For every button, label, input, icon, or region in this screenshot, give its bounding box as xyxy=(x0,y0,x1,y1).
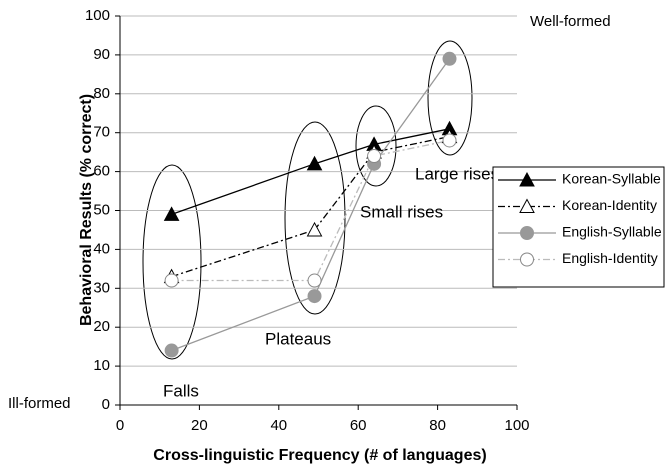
marker xyxy=(306,155,323,171)
legend-label: English-Identity xyxy=(562,250,658,266)
annotation: Ill-formed xyxy=(8,395,71,412)
series-line xyxy=(171,128,450,216)
y-tick-label: 80 xyxy=(93,85,110,102)
y-tick-label: 60 xyxy=(93,163,110,180)
x-tick-label: 0 xyxy=(116,417,124,434)
y-tick-label: 0 xyxy=(102,396,110,413)
marker xyxy=(307,289,322,304)
x-tick-label: 40 xyxy=(270,417,287,434)
y-tick-label: 100 xyxy=(85,7,110,24)
marker xyxy=(442,133,457,148)
x-tick-label: 100 xyxy=(504,417,529,434)
annotation: Large rises xyxy=(415,164,499,183)
marker xyxy=(367,149,382,164)
y-tick-label: 10 xyxy=(93,357,110,374)
x-tick-label: 80 xyxy=(429,417,446,434)
series-line xyxy=(171,135,450,278)
legend-label: Korean-Identity xyxy=(562,197,657,213)
marker xyxy=(307,273,322,288)
annotation: Plateaus xyxy=(265,329,331,348)
x-axis-title: Cross-linguistic Frequency (# of languag… xyxy=(153,447,486,464)
y-tick-label: 70 xyxy=(93,124,110,141)
legend-marker xyxy=(519,171,535,187)
legend-label: English-Syllable xyxy=(562,224,662,240)
marker xyxy=(164,343,179,358)
marker xyxy=(163,206,180,221)
x-tick-label: 60 xyxy=(350,417,367,434)
y-tick-label: 30 xyxy=(93,279,110,296)
y-tick-label: 40 xyxy=(93,240,110,257)
legend-marker xyxy=(520,252,534,267)
annotation: Small rises xyxy=(360,202,443,221)
legend-marker xyxy=(520,226,534,240)
legend-box xyxy=(492,166,665,288)
marker xyxy=(164,273,179,288)
group-ellipse xyxy=(427,40,473,156)
series-line xyxy=(171,139,450,282)
group-ellipse xyxy=(355,105,397,187)
annotation: Falls xyxy=(163,381,199,400)
legend-label: Korean-Syllable xyxy=(562,171,661,187)
marker xyxy=(442,51,457,66)
y-tick-label: 20 xyxy=(93,318,110,335)
legend: Korean-Syllable Korean-Identity English-Sy… xyxy=(492,166,665,288)
annotation: Well-formed xyxy=(530,13,611,30)
x-tick-label: 20 xyxy=(191,417,208,434)
y-axis-title: Behavioral Results (% correct) xyxy=(78,94,95,326)
series-line xyxy=(171,58,451,352)
legend-marker xyxy=(519,198,535,213)
group-ellipse xyxy=(142,164,202,360)
y-tick-label: 90 xyxy=(93,46,110,63)
y-tick-label: 50 xyxy=(93,201,110,218)
marker xyxy=(306,221,323,237)
